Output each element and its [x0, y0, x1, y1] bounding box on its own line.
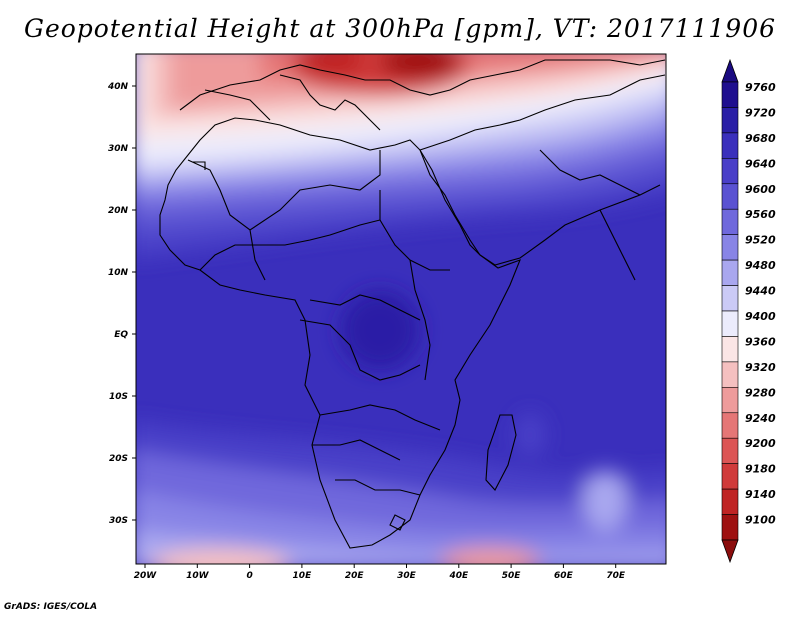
- lat-tick-label: 10N: [108, 268, 129, 278]
- colorbar-label: 9240: [745, 412, 776, 425]
- colorbar-swatch: [721, 132, 739, 159]
- lon-tick-label: 70E: [606, 571, 626, 581]
- colorbar-label: 9720: [745, 106, 776, 119]
- chart-title: Geopotential Height at 300hPa [gpm], VT:…: [23, 14, 777, 43]
- colorbar-swatch: [721, 234, 739, 261]
- colorbar-swatch: [721, 285, 739, 312]
- colorbar-label: 9140: [745, 488, 776, 501]
- map-frame: [135, 53, 667, 565]
- colorbar-label: 9480: [745, 259, 776, 272]
- colorbar-swatch: [721, 158, 739, 185]
- colorbar-swatch: [721, 387, 739, 414]
- colorbar-swatch: [721, 107, 739, 134]
- lat-tick-label: 40N: [107, 82, 129, 92]
- longitude-axis: 20W 10W 0 10E 20E 30E 40E 50E 60E 70E: [134, 564, 626, 581]
- lat-tick-label: 30S: [109, 516, 128, 526]
- colorbar-swatch: [721, 310, 739, 337]
- lat-tick-label: 20S: [109, 454, 128, 464]
- colorbar-label: 9520: [745, 234, 776, 247]
- lon-tick-label: 20W: [134, 571, 158, 581]
- colorbar-label: 9360: [745, 335, 776, 348]
- lon-tick-label: 10W: [186, 571, 210, 581]
- colorbar-top-arrow: [721, 58, 739, 83]
- colorbar-label: 9200: [745, 437, 776, 450]
- lon-tick-label: 30E: [397, 571, 417, 581]
- lat-tick-label: 20N: [108, 206, 129, 216]
- latitude-axis: 40N 30N 20N 10N EQ 10S 20S 30S: [107, 82, 136, 526]
- colorbar-swatch: [721, 514, 739, 541]
- colorbar-label: 9600: [745, 183, 776, 196]
- colorbar-swatch: [721, 437, 739, 464]
- colorbar-swatch: [721, 336, 739, 363]
- lon-tick-label: 50E: [502, 571, 522, 581]
- colorbar-swatch: [721, 81, 739, 108]
- colorbar-bottom-arrow: [721, 539, 739, 564]
- footer-credit: GrADS: IGES/COLA: [4, 602, 98, 612]
- colorbar-swatch: [721, 183, 739, 210]
- colorbar-label: 9180: [745, 463, 776, 476]
- colorbar-swatch: [721, 361, 739, 388]
- colorbar-label: 9280: [745, 386, 776, 399]
- colorbar-label: 9100: [745, 514, 776, 527]
- colorbar-label: 9680: [745, 132, 776, 145]
- colorbar-label: 9400: [745, 310, 776, 323]
- colorbar-swatch: [721, 259, 739, 286]
- height-field: [136, 54, 666, 564]
- lat-tick-label: EQ: [114, 330, 128, 340]
- lon-tick-label: 10E: [293, 571, 313, 581]
- lat-tick-label: 30N: [108, 144, 129, 154]
- colorbar-swatch: [721, 488, 739, 515]
- coastline-and-borders: [159, 59, 666, 549]
- lon-tick-label: 20E: [345, 571, 365, 581]
- colorbar-label: 9440: [745, 285, 776, 298]
- colorbar-label: 9760: [745, 81, 776, 94]
- colorbar-swatch: [721, 412, 739, 439]
- lon-tick-label: 60E: [554, 571, 574, 581]
- lon-tick-label: 0: [246, 571, 252, 581]
- colorbar-label: 9560: [745, 208, 776, 221]
- colorbar-swatch: [721, 463, 739, 490]
- lat-tick-label: 10S: [109, 392, 128, 402]
- colorbar-label: 9640: [745, 157, 776, 170]
- colorbar-swatch: [721, 208, 739, 235]
- colorbar-label: 9320: [745, 361, 776, 374]
- lon-tick-label: 40E: [448, 571, 469, 581]
